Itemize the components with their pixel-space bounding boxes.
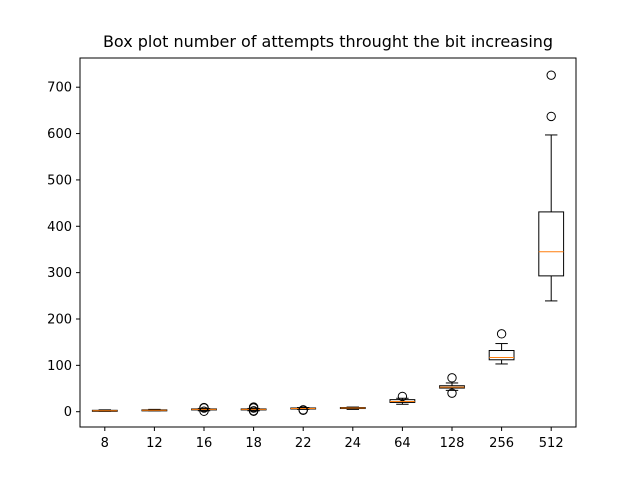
x-tick-label: 24 — [345, 436, 362, 451]
chart-title: Box plot number of attempts throught the… — [102, 32, 554, 51]
iqr-box — [488, 350, 515, 361]
x-tick-label: 128 — [440, 436, 465, 451]
box-plot-64 — [389, 391, 416, 405]
box-plot-512 — [538, 70, 565, 302]
outlier-point — [397, 391, 408, 402]
box-plot-12 — [141, 408, 168, 412]
y-tick-label: 600 — [47, 127, 72, 142]
box-plot-8 — [91, 409, 118, 412]
y-axis: 0 100 200 300 400 500 600 700 — [47, 81, 80, 420]
y-tick-label: 300 — [47, 266, 72, 281]
x-tick-label: 512 — [539, 436, 564, 451]
box-plot-128 — [439, 373, 465, 398]
y-tick-label: 200 — [47, 312, 72, 327]
iqr-box — [538, 211, 565, 277]
y-tick-label: 700 — [47, 81, 72, 96]
x-tick-label: 22 — [295, 436, 312, 451]
box-plot-16 — [191, 402, 217, 416]
plot-frame — [79, 57, 577, 428]
x-axis: 8 12 16 18 22 24 64 128 256 512 — [101, 427, 564, 451]
x-tick-label: 16 — [196, 436, 213, 451]
y-tick-label: 0 — [64, 405, 72, 420]
outlier-point — [496, 329, 507, 339]
outlier-point — [248, 406, 259, 416]
outlier-point — [546, 70, 556, 80]
box-plot-18 — [240, 402, 267, 416]
y-tick-label: 500 — [47, 173, 72, 188]
x-tick-label: 64 — [394, 436, 411, 451]
box-plot-256 — [488, 329, 515, 365]
x-tick-label: 18 — [245, 436, 262, 451]
x-tick-label: 8 — [101, 436, 109, 451]
x-tick-label: 12 — [146, 436, 163, 451]
y-tick-label: 100 — [47, 359, 72, 374]
box-plot-24 — [339, 406, 366, 410]
outlier-point — [546, 111, 556, 122]
outlier-point — [199, 402, 209, 413]
x-tick-label: 256 — [489, 436, 514, 451]
outlier-point — [199, 406, 209, 416]
outlier-point — [248, 402, 259, 412]
outlier-point — [447, 373, 457, 383]
outlier-point — [447, 388, 457, 398]
outlier-point — [298, 405, 308, 415]
plot-marks — [91, 70, 565, 416]
y-tick-label: 400 — [47, 220, 72, 235]
box-plot-22 — [290, 405, 317, 416]
